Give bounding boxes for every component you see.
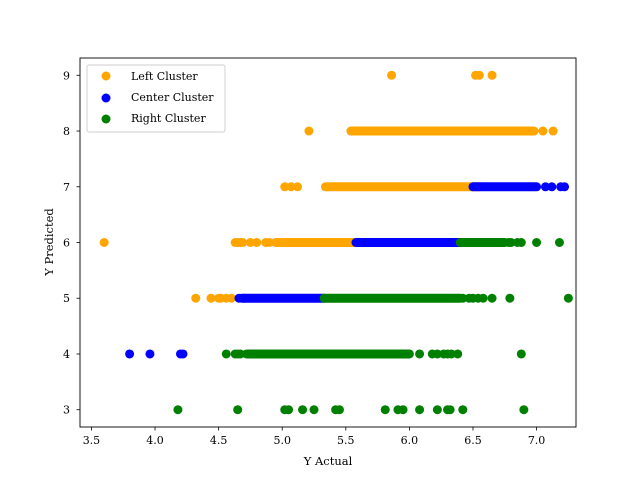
left-cluster-point	[252, 238, 262, 247]
x-tick-label: 4.5	[210, 434, 228, 447]
legend-marker-right-cluster	[101, 114, 111, 124]
x-tick-label: 5.5	[337, 434, 355, 447]
x-tick-label: 7.0	[528, 434, 546, 447]
y-tick-label: 3	[63, 404, 70, 417]
right-cluster-point	[432, 349, 442, 359]
right-cluster-point	[298, 405, 308, 415]
center-cluster-point	[178, 349, 188, 359]
right-cluster-point	[233, 405, 243, 415]
x-tick-label: 3.5	[83, 434, 101, 447]
legend-marker-left-cluster	[101, 71, 111, 81]
legend: Left Cluster Center Cluster Right Cluste…	[86, 64, 226, 133]
center-cluster-point	[145, 349, 155, 359]
y-tick-label: 7	[63, 181, 70, 194]
left-cluster-point	[245, 238, 255, 247]
right-cluster-point	[516, 238, 526, 247]
right-cluster-point	[432, 405, 442, 415]
legend-label-right-cluster: Right Cluster	[131, 112, 206, 125]
y-tick-label: 8	[63, 125, 70, 138]
right-cluster-point	[532, 238, 542, 247]
right-cluster-point	[516, 349, 526, 359]
y-axis-ticks: 3 4 5 6 7 8 9	[63, 69, 80, 417]
left-cluster-point	[304, 126, 314, 136]
y-axis-label: Y Predicted	[42, 208, 56, 277]
right-cluster-point	[554, 238, 564, 247]
center-cluster-point	[547, 182, 557, 192]
left-cluster-point	[548, 126, 558, 136]
right-cluster-point	[458, 405, 468, 415]
legend-marker-center-cluster	[101, 93, 111, 103]
legend-box	[86, 64, 226, 133]
center-cluster-point	[239, 293, 249, 303]
data-points	[99, 70, 573, 415]
left-cluster-point	[238, 238, 248, 247]
left-cluster-point	[474, 70, 484, 80]
x-axis-label: Y Actual	[303, 454, 353, 468]
x-tick-label: 6.5	[464, 434, 482, 447]
x-axis-ticks: 3.5 4.0 4.5 5.0 5.5 6.0 6.5 7.0	[83, 427, 546, 447]
center-cluster-point	[125, 349, 135, 359]
right-cluster-point	[415, 349, 425, 359]
left-cluster-point	[356, 126, 366, 136]
left-cluster-point	[206, 293, 216, 303]
left-cluster-point	[387, 70, 397, 80]
right-cluster-point	[453, 349, 463, 359]
center-cluster-point	[540, 182, 550, 192]
right-cluster-point	[309, 405, 319, 415]
right-cluster-point	[519, 405, 529, 415]
left-cluster-point	[280, 182, 290, 192]
right-cluster-point	[380, 405, 390, 415]
left-cluster-point	[264, 238, 274, 247]
legend-label-left-cluster: Left Cluster	[131, 70, 198, 83]
right-cluster-point	[235, 349, 245, 359]
x-tick-label: 4.0	[146, 434, 164, 447]
left-cluster-point	[487, 70, 497, 80]
right-cluster-point	[458, 293, 468, 303]
y-tick-label: 6	[63, 237, 70, 250]
left-cluster-point	[292, 182, 302, 192]
right-cluster-point	[221, 349, 231, 359]
right-cluster-point	[445, 405, 455, 415]
right-cluster-point	[505, 293, 515, 303]
right-cluster-point	[284, 405, 294, 415]
y-tick-label: 4	[63, 348, 70, 361]
left-cluster-point	[538, 126, 548, 136]
x-tick-label: 6.0	[401, 434, 419, 447]
left-cluster-point	[99, 238, 109, 247]
legend-label-center-cluster: Center Cluster	[131, 91, 214, 104]
right-cluster-point	[334, 405, 344, 415]
left-cluster-point	[286, 182, 296, 192]
right-cluster-point	[563, 293, 573, 303]
left-cluster-point	[191, 293, 201, 303]
left-cluster-point	[320, 182, 330, 192]
right-cluster-point	[506, 238, 516, 247]
right-cluster-point	[415, 405, 425, 415]
left-cluster-point	[226, 293, 236, 303]
right-cluster-point	[446, 349, 456, 359]
y-tick-label: 5	[63, 292, 70, 305]
right-cluster-point	[398, 405, 408, 415]
x-tick-label: 5.0	[273, 434, 291, 447]
right-cluster-point	[173, 405, 183, 415]
center-cluster-point	[560, 182, 570, 192]
right-cluster-point	[487, 293, 497, 303]
left-cluster-point	[373, 126, 383, 136]
right-cluster-point	[478, 293, 488, 303]
y-tick-label: 9	[63, 69, 70, 82]
